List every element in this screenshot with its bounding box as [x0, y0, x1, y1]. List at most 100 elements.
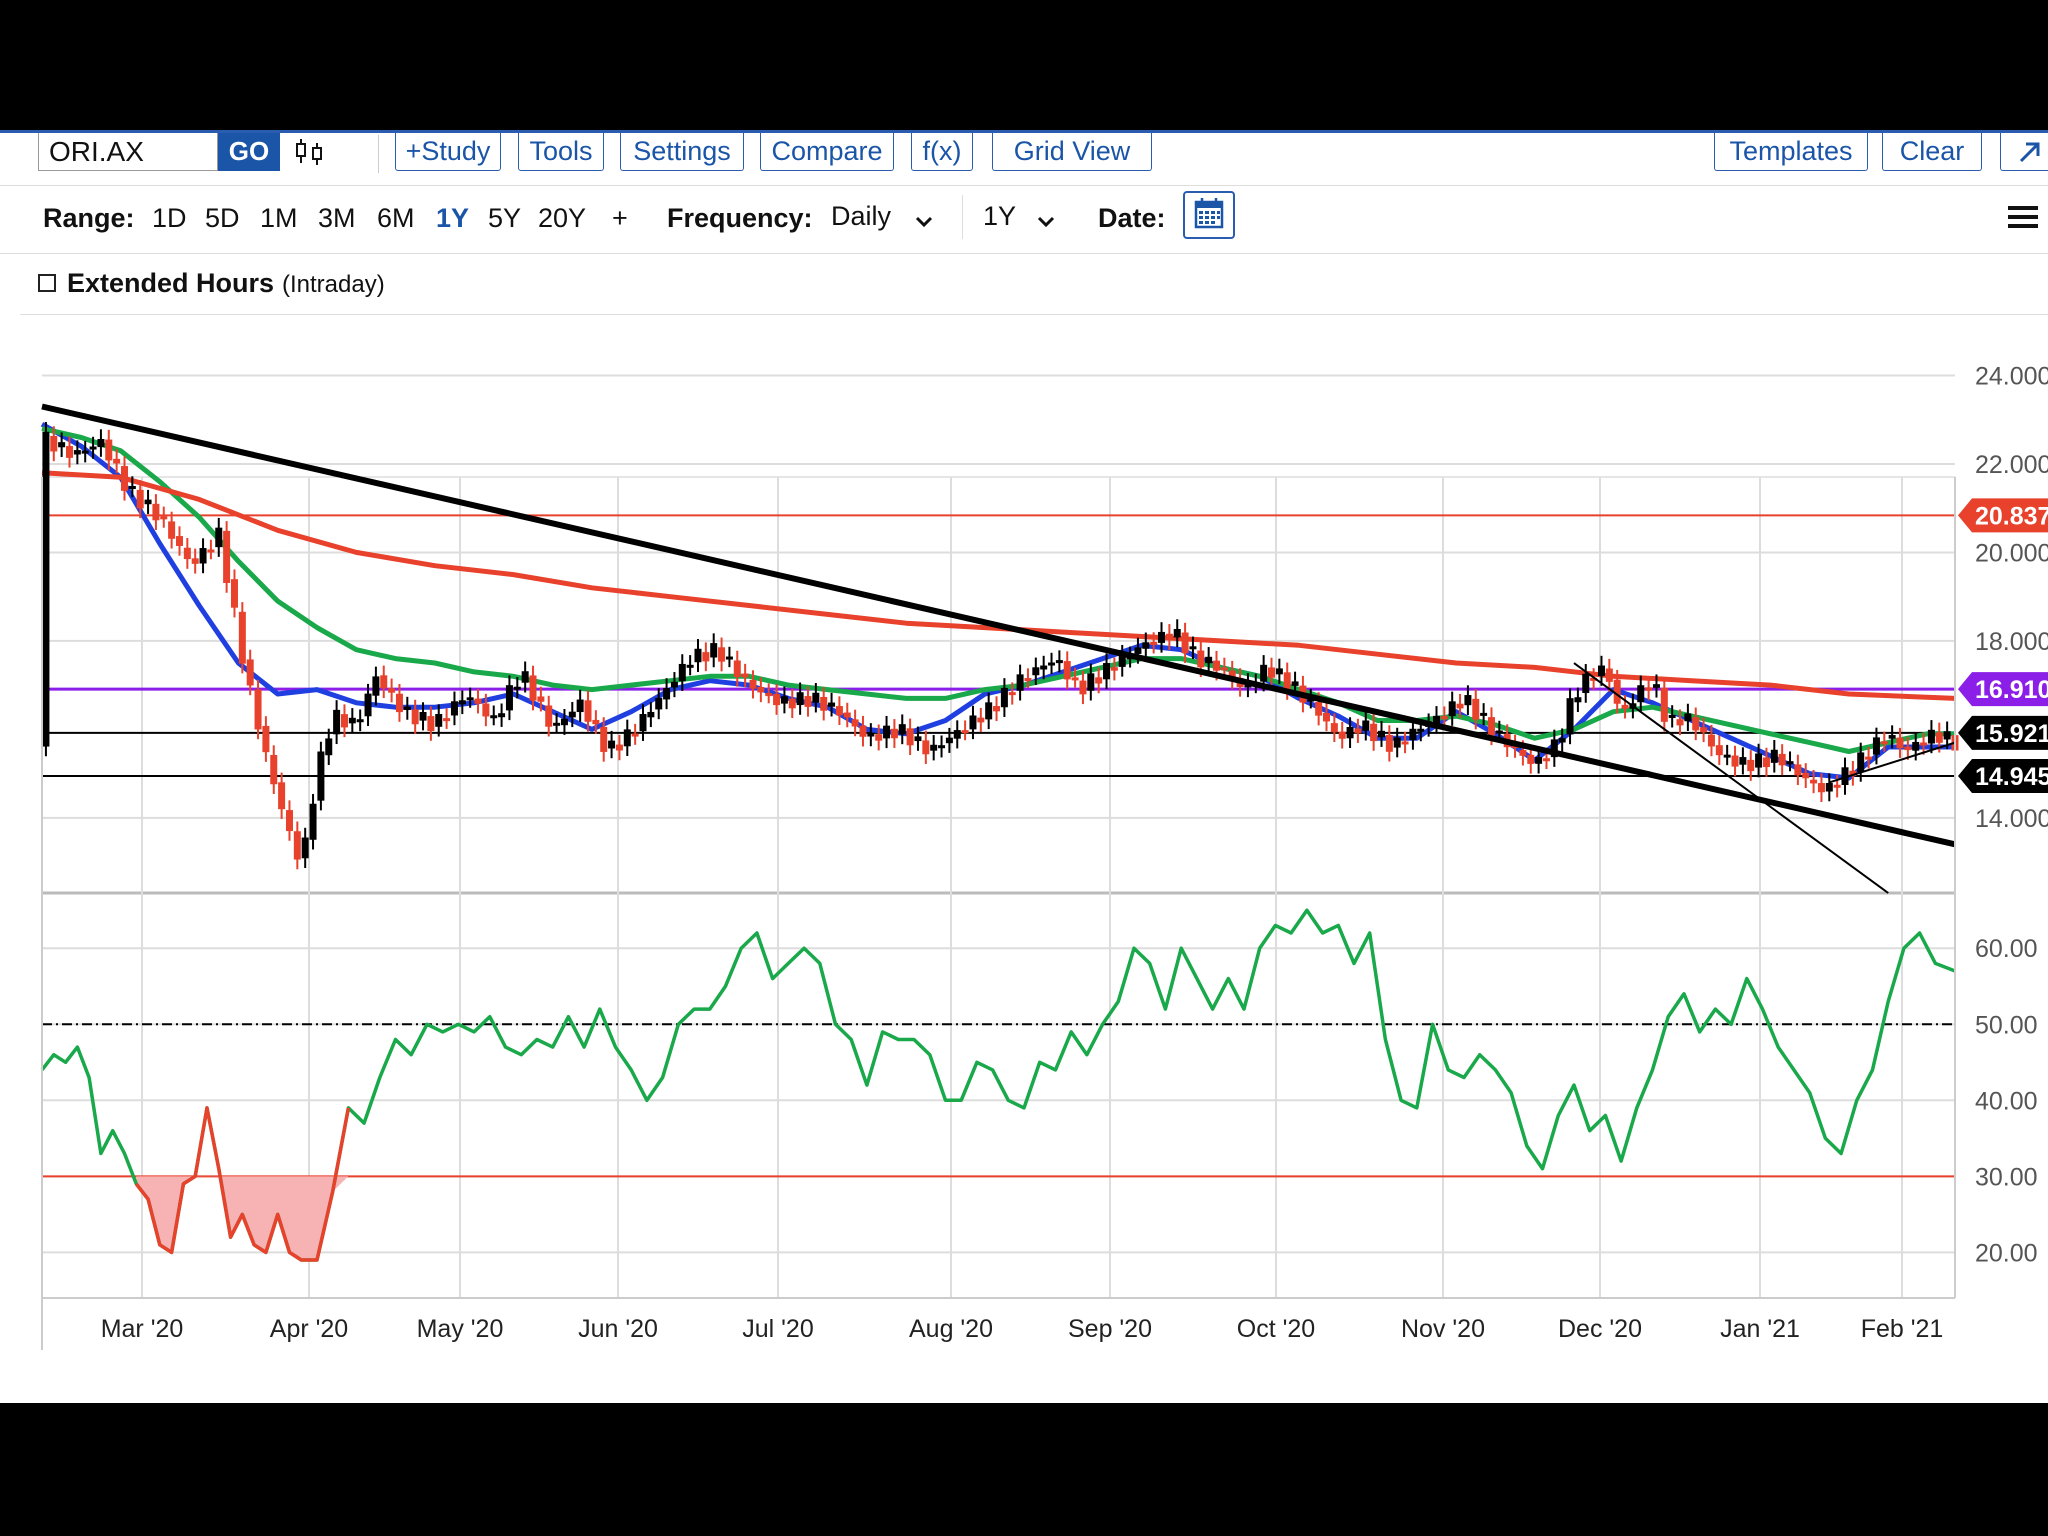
arrow-up-right-icon: [2019, 142, 2040, 163]
candle-body: [1134, 647, 1142, 654]
chevron-down-icon[interactable]: [914, 215, 934, 229]
candle-body: [545, 705, 553, 727]
rsi-oversold-line: [134, 1106, 351, 1262]
candle-body: [1456, 703, 1464, 709]
grid-view-button[interactable]: Grid View: [992, 133, 1152, 171]
x-tick-label: Apr '20: [270, 1315, 348, 1343]
period-select[interactable]: 1Y: [983, 201, 1017, 231]
candle-body: [1660, 687, 1668, 722]
templates-button[interactable]: Templates: [1714, 133, 1868, 171]
candle-body: [1260, 664, 1268, 682]
candle-body: [285, 810, 293, 832]
candle-body: [1165, 633, 1173, 641]
candle-body: [1896, 737, 1904, 749]
candle-body: [828, 702, 836, 707]
range-20y[interactable]: 20Y: [538, 203, 587, 233]
extended-hours-label: Extended Hours: [67, 268, 275, 298]
extended-hours-sublabel: (Intraday): [282, 271, 385, 298]
candle-body: [1849, 770, 1857, 776]
candle-body: [600, 726, 608, 752]
candle-body: [1865, 756, 1873, 760]
candle-body: [89, 446, 97, 450]
range-1d[interactable]: 1D: [152, 203, 187, 233]
clear-button[interactable]: Clear: [1882, 133, 1982, 171]
candle-body: [325, 738, 333, 756]
candle-body: [1747, 759, 1755, 772]
candle-body: [1912, 741, 1920, 751]
candle-body: [1283, 672, 1291, 691]
candle-body: [333, 709, 341, 735]
candle-body: [1432, 715, 1440, 724]
range-5d[interactable]: 5D: [205, 203, 240, 233]
candle-body: [867, 732, 875, 737]
date-picker-button[interactable]: [1183, 191, 1235, 239]
study-button[interactable]: +Study: [395, 133, 501, 171]
candle-body: [1943, 731, 1951, 740]
candle-body: [1817, 783, 1825, 793]
x-tick-label: Jul '20: [742, 1315, 813, 1343]
candle-body: [340, 714, 348, 728]
candle-body: [1142, 642, 1150, 649]
tools-button[interactable]: Tools: [518, 133, 604, 171]
range-1y[interactable]: 1Y: [436, 203, 470, 233]
candle-body: [97, 439, 105, 448]
candle-body: [1150, 641, 1158, 645]
candle-body: [1833, 784, 1841, 788]
candle-body: [670, 681, 678, 688]
candle-body: [1542, 758, 1550, 762]
candle-body: [403, 706, 411, 711]
candlestick-icon[interactable]: [292, 137, 328, 167]
candle-body: [961, 730, 969, 734]
candle-body: [42, 431, 50, 747]
range-custom[interactable]: +: [612, 203, 628, 233]
candle-body: [1668, 714, 1676, 718]
candle-body: [443, 718, 451, 722]
y-tick-label: 22.000: [1975, 451, 2048, 479]
candle-body: [804, 696, 812, 707]
candle-body: [1181, 632, 1189, 654]
toolbar-divider: [378, 135, 379, 173]
expand-button[interactable]: [2000, 133, 2048, 171]
frequency-select[interactable]: Daily: [831, 201, 892, 231]
range-6m[interactable]: 6M: [377, 203, 415, 233]
range-5y[interactable]: 5Y: [488, 203, 522, 233]
price-chart[interactable]: Mar '20 Apr '20 May '20 Jun '20 Jul '20 Aug '…: [0, 130, 2048, 1403]
compare-button[interactable]: Compare: [760, 133, 894, 171]
settings-button[interactable]: Settings: [620, 133, 744, 171]
candle-body: [890, 728, 898, 739]
x-tick-label: Dec '20: [1558, 1315, 1642, 1343]
moving-average-line-3: [41, 470, 1956, 701]
candle-body: [820, 696, 828, 711]
candle-body: [1393, 737, 1401, 748]
candle-body: [136, 489, 144, 509]
extended-hours-checkbox[interactable]: [38, 274, 56, 292]
candle-body: [1401, 741, 1409, 745]
candle-body: [301, 837, 309, 859]
candle-body: [278, 782, 286, 810]
candle-body: [65, 446, 73, 458]
go-button[interactable]: GO: [218, 133, 280, 171]
candle-body: [1723, 754, 1731, 758]
hamburger-menu-icon[interactable]: [2008, 205, 2038, 229]
candle-body: [678, 663, 686, 682]
symbol-input[interactable]: [38, 133, 218, 171]
candle-body: [733, 660, 741, 677]
function-button[interactable]: f(x): [911, 133, 973, 171]
candle-body: [694, 648, 702, 663]
candle-body: [560, 718, 568, 726]
candle-body: [380, 675, 388, 689]
y-tick-label: 20.000: [1975, 539, 2048, 567]
candle-body: [411, 709, 419, 725]
rsi-oversold-fill: [136, 1176, 349, 1260]
candle-body: [1220, 667, 1228, 671]
candle-body: [105, 439, 113, 461]
candle-body: [765, 693, 773, 697]
top-toolbar: GO +Study Tools Settings Compare f(x) Gr…: [0, 130, 2048, 186]
candle-body: [1472, 698, 1480, 720]
range-3m[interactable]: 3M: [318, 203, 356, 233]
range-1m[interactable]: 1M: [260, 203, 298, 233]
chevron-down-icon[interactable]: [1036, 215, 1056, 229]
candle-body: [529, 675, 537, 701]
candle-body: [1024, 678, 1032, 682]
candle-body: [710, 643, 718, 658]
